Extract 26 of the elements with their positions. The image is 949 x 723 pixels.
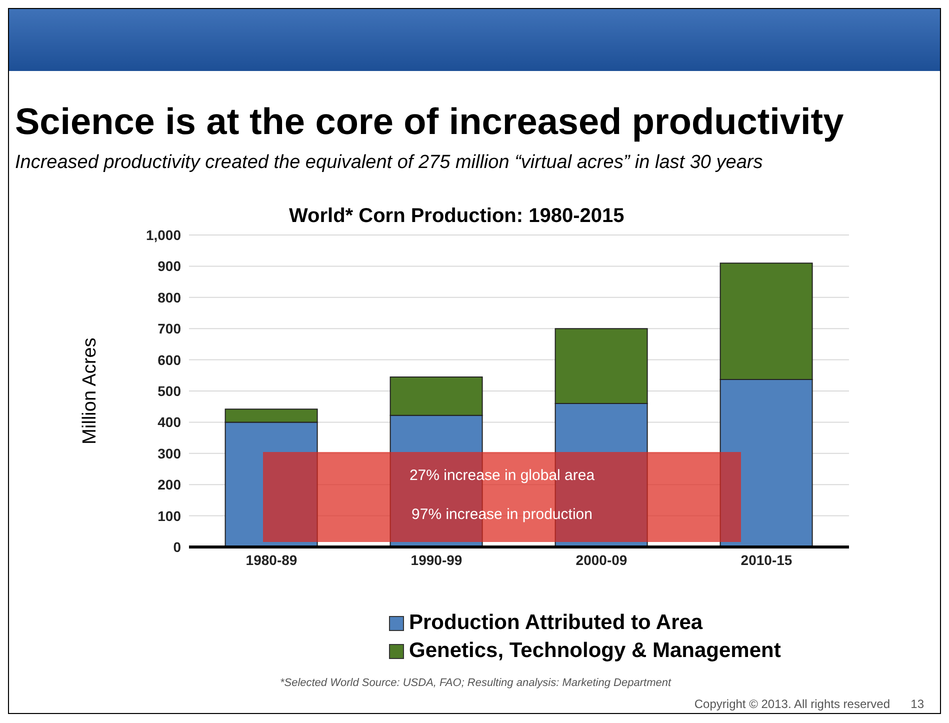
y-tick-label: 500 [158,382,182,399]
chart-subtitle: Increased productivity created the equivalent of 275 million “virtual acres” in last 30 years [15,152,763,174]
annotation: 27% increase in global area [408,467,596,484]
y-axis-title: Million Acres [80,338,101,444]
y-tick-label: 400 [158,414,182,430]
text: 13 [910,697,924,711]
text: Copyright © 2013. All rights reserved [694,697,890,711]
x-tick-label: 1990-99 [410,552,462,568]
y-tick-label: 300 [158,445,182,462]
y-tick-label: 1,000 [146,226,182,243]
x-tick-label: 1980-89 [246,552,298,568]
text: World* Corn Production: 1980-2015 [289,205,624,228]
y-tick-label: 700 [158,320,182,337]
annotation: 97% increase in production [410,506,594,523]
y-tick-label: 100 [158,508,182,524]
text: *Selected World Source: USDA, FAO; Resulting analysis: Marketing Department [278,677,672,689]
y-tick-label: 0 [173,538,182,555]
y-tick-label: 800 [158,289,182,306]
chart-title: Science is at the core of increased productivity [15,101,844,143]
x-tick-label: 2010-15 [740,552,792,568]
y-tick-label: 200 [158,476,182,493]
legend-label: Genetics, Technology & Management [409,638,781,664]
legend-label: Production Attributed to Area [409,610,703,636]
x-tick-label: 2000-09 [576,552,628,568]
y-tick-label: 900 [158,258,182,274]
y-tick-label: 600 [158,352,182,368]
